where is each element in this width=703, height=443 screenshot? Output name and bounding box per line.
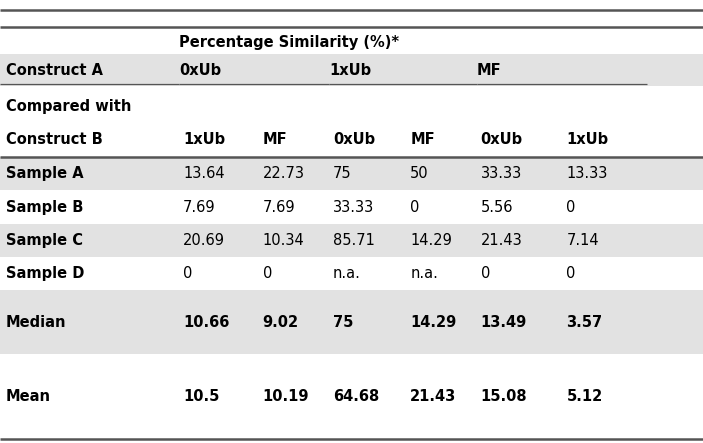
Text: 14.29: 14.29 [411,233,452,248]
Text: Percentage Similarity (%)*: Percentage Similarity (%)* [179,35,399,50]
Bar [0,157,703,190]
Bar [0,257,703,290]
Text: Sample A: Sample A [6,167,83,181]
Text: 64.68: 64.68 [333,389,379,404]
Text: 7.14: 7.14 [567,233,599,248]
Text: 33.33: 33.33 [333,200,374,214]
Text: 0: 0 [567,266,576,281]
Text: Mean: Mean [6,389,51,404]
Text: 0: 0 [263,266,272,281]
Text: 21.43: 21.43 [481,233,522,248]
Text: 0xUb: 0xUb [333,132,375,147]
Text: 0: 0 [567,200,576,214]
Text: 7.69: 7.69 [263,200,295,214]
Text: 33.33: 33.33 [481,167,522,181]
Text: 1xUb: 1xUb [183,132,226,147]
Text: 10.34: 10.34 [263,233,304,248]
Bar [0,224,703,257]
Text: Compared with: Compared with [6,99,131,114]
Text: 15.08: 15.08 [481,389,527,404]
Text: 3.57: 3.57 [567,315,602,330]
Text: 0xUb: 0xUb [481,132,523,147]
Text: 13.64: 13.64 [183,167,225,181]
Text: Sample B: Sample B [6,200,83,214]
Text: 21.43: 21.43 [411,389,456,404]
Text: 1xUb: 1xUb [329,63,371,78]
Text: MF: MF [411,132,435,147]
Text: Sample D: Sample D [6,266,84,281]
Text: 10.19: 10.19 [263,389,309,404]
Bar [0,54,703,86]
Text: 0: 0 [183,266,193,281]
Text: 5.12: 5.12 [567,389,602,404]
Text: MF: MF [263,132,288,147]
Text: 20.69: 20.69 [183,233,225,248]
Text: Median: Median [6,315,66,330]
Text: 10.5: 10.5 [183,389,219,404]
Text: Construct A: Construct A [6,63,103,78]
Text: 85.71: 85.71 [333,233,375,248]
Text: 75: 75 [333,315,354,330]
Text: 13.49: 13.49 [481,315,527,330]
Text: 14.29: 14.29 [411,315,456,330]
Text: 1xUb: 1xUb [567,132,609,147]
Text: 10.66: 10.66 [183,315,230,330]
Text: 13.33: 13.33 [567,167,608,181]
Text: 9.02: 9.02 [263,315,299,330]
Text: Construct B: Construct B [6,132,103,147]
Text: 75: 75 [333,167,352,181]
Bar [0,190,703,224]
Text: 0: 0 [411,200,420,214]
Text: Sample C: Sample C [6,233,83,248]
Text: 0xUb: 0xUb [179,63,221,78]
Text: n.a.: n.a. [333,266,361,281]
Text: 7.69: 7.69 [183,200,216,214]
Text: 22.73: 22.73 [263,167,304,181]
Text: n.a.: n.a. [411,266,438,281]
Text: 0: 0 [481,266,490,281]
Text: MF: MF [477,63,501,78]
Text: 5.56: 5.56 [481,200,513,214]
Text: 50: 50 [411,167,429,181]
